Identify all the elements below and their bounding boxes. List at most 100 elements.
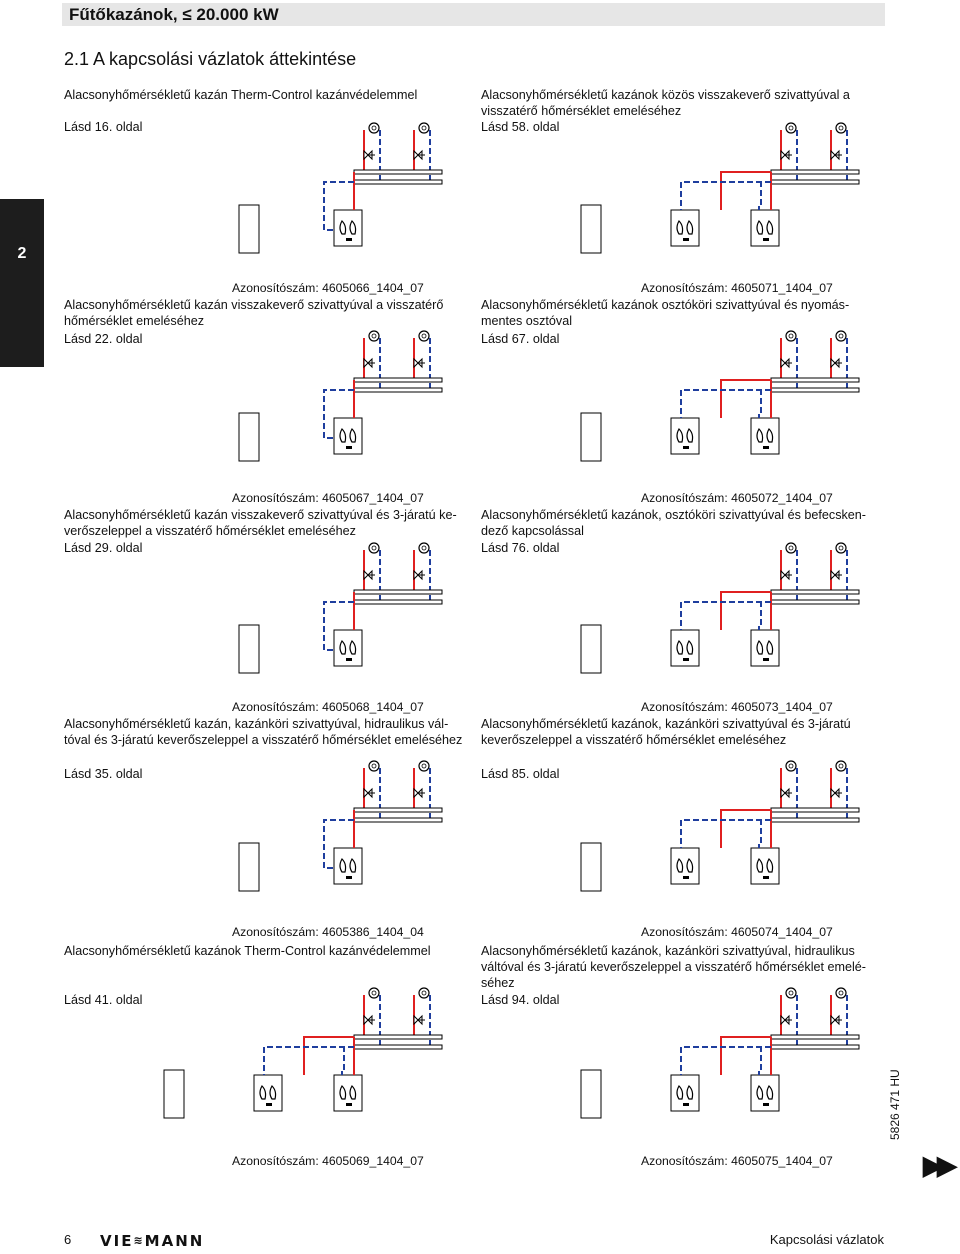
pump-icon xyxy=(418,542,430,554)
panel-7-id: Azonosítószám: 4605386_1404_04 xyxy=(232,925,424,939)
panel-1-id: Azonosítószám: 4605066_1404_07 xyxy=(232,281,424,295)
control-cabinet xyxy=(580,842,602,892)
pump-icon xyxy=(368,122,380,134)
return-pipe xyxy=(341,1046,354,1075)
brand-logo: VIE≋MANN xyxy=(100,1232,205,1250)
control-cabinet xyxy=(580,624,602,674)
return-pipe xyxy=(758,181,771,210)
return-pipe xyxy=(680,181,771,210)
panel-2-description: Alacsonyhőmérsékletű kazánok közös vissz… xyxy=(481,88,850,118)
control-cabinet xyxy=(238,204,260,254)
distributor-bar xyxy=(770,589,860,595)
panel-8-see-page: Lásd 85. oldal xyxy=(481,767,560,781)
schematic-svg xyxy=(238,330,443,462)
boiler-icon xyxy=(670,1074,700,1112)
return-pipe xyxy=(323,819,354,869)
boiler-icon xyxy=(750,1074,780,1112)
section-title: 2.1 A kapcsolási vázlatok áttekintése xyxy=(64,49,357,69)
panel-5-diagram xyxy=(64,530,444,705)
panel-9-description: Alacsonyhőmérsékletű kazánok Therm-Contr… xyxy=(64,944,431,958)
supply-pipe xyxy=(720,379,771,418)
panel-2-diagram xyxy=(481,110,861,285)
control-cabinet xyxy=(580,1069,602,1119)
supply-pipe xyxy=(720,171,771,210)
return-pipe xyxy=(758,1046,771,1075)
panel-4-see-page: Lásd 67. oldal xyxy=(481,332,560,346)
pump-icon xyxy=(785,330,797,342)
panel-7-see-page: Lásd 35. oldal xyxy=(64,767,143,781)
schematic-svg xyxy=(163,987,443,1119)
collector-bar xyxy=(770,599,860,605)
return-pipe xyxy=(680,389,771,418)
panel-3-id: Azonosítószám: 4605067_1404_07 xyxy=(232,491,424,505)
valve-icon xyxy=(363,357,375,369)
panel-1-description: Alacsonyhőmérsékletű kazán Therm-Control… xyxy=(64,88,418,102)
panel-10-see-page: Lásd 94. oldal xyxy=(481,993,560,1007)
boiler-icon xyxy=(333,847,363,885)
schematic-svg xyxy=(238,542,443,674)
schematic-svg xyxy=(580,330,860,462)
next-page-arrows-icon: ▶▶ xyxy=(923,1150,957,1180)
pump-icon xyxy=(835,330,847,342)
panel-1-see-page: Lásd 16. oldal xyxy=(64,120,143,134)
control-cabinet xyxy=(238,842,260,892)
pump-icon xyxy=(418,330,430,342)
collector-bar xyxy=(353,179,443,185)
panel-10-diagram xyxy=(481,975,861,1150)
valve-icon xyxy=(363,1014,375,1026)
valve-icon xyxy=(780,149,792,161)
boiler-icon xyxy=(333,417,363,455)
panel-2-id: Azonosítószám: 4605071_1404_07 xyxy=(641,281,833,295)
valve-icon xyxy=(413,569,425,581)
collector-bar xyxy=(353,1044,443,1050)
pump-icon xyxy=(368,542,380,554)
schematic-svg xyxy=(580,542,860,674)
pump-icon xyxy=(835,987,847,999)
valve-icon xyxy=(363,149,375,161)
collector-bar xyxy=(770,179,860,185)
chapter-tab: 2 xyxy=(0,199,44,367)
panel-2-see-page: Lásd 58. oldal xyxy=(481,120,560,134)
distributor-bar xyxy=(353,377,443,383)
return-pipe xyxy=(680,819,771,848)
panel-4-description: Alacsonyhőmérsékletű kazánok osztóköri s… xyxy=(481,298,850,328)
collector-bar xyxy=(770,1044,860,1050)
valve-icon xyxy=(363,787,375,799)
pump-icon xyxy=(368,760,380,772)
schematic-svg xyxy=(580,760,860,892)
valve-icon xyxy=(413,787,425,799)
return-pipe xyxy=(263,1046,354,1075)
pump-icon xyxy=(785,987,797,999)
boiler-icon xyxy=(670,209,700,247)
supply-pipe xyxy=(303,1036,354,1075)
valve-icon xyxy=(413,357,425,369)
collector-bar xyxy=(770,817,860,823)
panel-6-description: Alacsonyhőmérsékletű kazánok, osztóköri … xyxy=(481,508,866,538)
pump-icon xyxy=(835,760,847,772)
valve-icon xyxy=(830,569,842,581)
schematic-svg xyxy=(580,122,860,254)
panel-5-id: Azonosítószám: 4605068_1404_07 xyxy=(232,700,424,714)
valve-icon xyxy=(830,1014,842,1026)
panel-1-diagram xyxy=(64,110,444,285)
panel-8-id: Azonosítószám: 4605074_1404_07 xyxy=(641,925,833,939)
control-cabinet xyxy=(163,1069,185,1119)
panel-7-description: Alacsonyhőmérsékletű kazán, kazánköri sz… xyxy=(64,717,463,747)
valve-icon xyxy=(830,149,842,161)
boiler-icon xyxy=(670,629,700,667)
page-number: 6 xyxy=(64,1232,72,1247)
valve-icon xyxy=(780,787,792,799)
supply-pipe xyxy=(720,809,771,848)
valve-icon xyxy=(780,357,792,369)
panel-4-diagram xyxy=(481,318,861,493)
boiler-icon xyxy=(750,847,780,885)
panel-6-id: Azonosítószám: 4605073_1404_07 xyxy=(641,700,833,714)
pump-icon xyxy=(835,542,847,554)
panel-8-description: Alacsonyhőmérsékletű kazánok, kazánköri … xyxy=(481,717,851,747)
control-cabinet xyxy=(580,412,602,462)
distributor-bar xyxy=(353,169,443,175)
return-pipe xyxy=(758,819,771,848)
collector-bar xyxy=(353,387,443,393)
panel-3-see-page: Lásd 22. oldal xyxy=(64,332,143,346)
valve-icon xyxy=(413,149,425,161)
